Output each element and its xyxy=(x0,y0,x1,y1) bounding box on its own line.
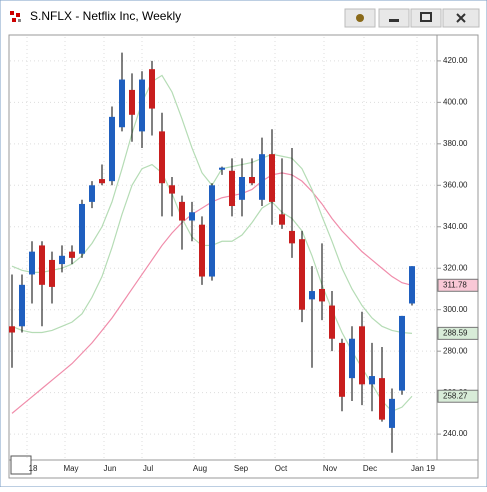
scroll-box[interactable] xyxy=(10,455,32,475)
candle-body xyxy=(39,245,45,285)
maximize-button[interactable] xyxy=(410,8,442,28)
x-tick-label: Aug xyxy=(193,464,207,473)
candle-body xyxy=(289,230,295,244)
x-tick-label: Jun xyxy=(104,464,117,473)
candle-body xyxy=(89,185,95,202)
x-tick-label: Jan 19 xyxy=(411,464,436,473)
candle-body xyxy=(359,326,365,385)
price-badge xyxy=(437,278,479,292)
x-tick-label: 18 xyxy=(29,464,38,473)
price-badge-label: 288.59 xyxy=(443,328,468,337)
candle-body xyxy=(59,255,65,265)
candle-body xyxy=(249,177,255,184)
candle-body xyxy=(9,326,15,333)
candle-body xyxy=(299,239,305,310)
y-tick-label: 240.00 xyxy=(443,429,468,438)
price-badge xyxy=(437,326,479,340)
candle-body xyxy=(69,251,75,258)
candle-body xyxy=(219,167,225,170)
x-tick-label: Oct xyxy=(275,464,288,473)
y-tick-label: 360.00 xyxy=(443,180,468,189)
candle-body xyxy=(109,116,115,182)
candle-body xyxy=(389,398,395,428)
app-icon xyxy=(10,11,21,22)
candle-body xyxy=(139,79,145,132)
price-badge xyxy=(437,389,479,403)
candle-body xyxy=(369,376,375,385)
candle-body xyxy=(199,224,205,277)
candle-body xyxy=(149,69,155,109)
price-badge-label: 311.78 xyxy=(443,280,467,289)
minimize-button[interactable] xyxy=(378,8,410,28)
y-tick-label: 300.00 xyxy=(443,305,468,314)
candle-body xyxy=(169,185,175,194)
y-tick-label: 280.00 xyxy=(443,346,468,355)
y-tick-label: 420.00 xyxy=(443,56,468,65)
price-badge-label: 258.27 xyxy=(443,391,468,400)
y-tick-label: 400.00 xyxy=(443,97,468,106)
candle-body xyxy=(349,338,355,379)
x-tick-label: Jul xyxy=(143,464,153,473)
y-tick-label: 380.00 xyxy=(443,139,468,148)
candle-body xyxy=(229,170,235,207)
x-tick-label: Sep xyxy=(234,464,249,473)
window-title: S.NFLX - Netflix Inc, Weekly xyxy=(30,9,181,23)
candle-body xyxy=(259,154,265,200)
candle-body xyxy=(79,203,85,254)
candle-body xyxy=(179,201,185,221)
candle-body xyxy=(409,266,415,304)
x-tick-label: May xyxy=(63,464,78,473)
candle-body xyxy=(129,89,135,115)
x-tick-label: Nov xyxy=(323,464,337,473)
y-tick-label: 340.00 xyxy=(443,222,468,231)
window-buttons xyxy=(344,8,480,28)
candle-body xyxy=(269,154,275,202)
candle-body xyxy=(99,179,105,184)
candle-body xyxy=(309,291,315,300)
candle-body xyxy=(279,214,285,225)
candle-body xyxy=(239,177,245,200)
candle-body xyxy=(29,251,35,275)
candle-body xyxy=(379,378,385,420)
candle-body xyxy=(19,284,25,327)
x-tick-label: Dec xyxy=(363,464,377,473)
candle-body xyxy=(339,342,345,397)
candle-body xyxy=(209,185,215,277)
y-tick-label: 320.00 xyxy=(443,263,468,272)
candle-body xyxy=(159,131,165,184)
candle-body xyxy=(329,305,335,339)
candle-body xyxy=(119,79,125,128)
candle-body xyxy=(319,288,325,302)
chart-frame xyxy=(8,34,479,479)
candle-body xyxy=(189,212,195,221)
candle-body xyxy=(49,259,55,287)
candle-body xyxy=(399,315,405,391)
